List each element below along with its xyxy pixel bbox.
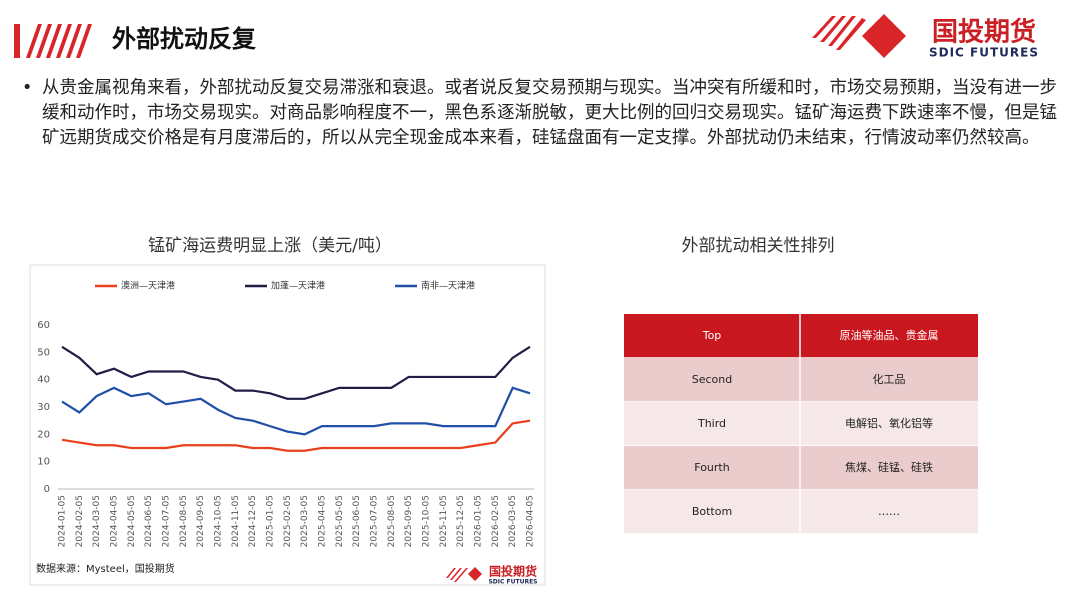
y-tick-label: 40 — [37, 375, 50, 386]
x-tick-label: 2024-03-05 — [92, 495, 102, 547]
y-tick-label: 0 — [44, 484, 50, 495]
table-cell: 化工品 — [873, 372, 906, 386]
x-tick-label: 2025-11-05 — [439, 495, 449, 547]
x-tick-label: 2024-08-05 — [179, 495, 189, 547]
title-icon — [14, 24, 92, 58]
x-tick-label: 2025-02-05 — [283, 495, 293, 547]
x-tick-label: 2024-09-05 — [196, 495, 206, 547]
x-tick-label: 2026-04-05 — [526, 495, 536, 547]
x-tick-label: 2026-02-05 — [491, 495, 501, 547]
table-cell: Third — [697, 417, 726, 430]
table-cell: 原油等油品、贵金属 — [840, 328, 939, 342]
x-tick-label: 2024-07-05 — [162, 495, 172, 547]
watermark-name: 国投期货 — [489, 564, 537, 579]
table-cell: Second — [692, 373, 732, 386]
x-tick-label: 2024-02-05 — [75, 495, 85, 547]
x-tick-label: 2025-12-05 — [456, 495, 466, 547]
x-tick-label: 2024-10-05 — [214, 495, 224, 547]
x-tick-label: 2026-01-05 — [474, 495, 484, 547]
x-tick-label: 2024-05-05 — [127, 495, 137, 547]
table-row — [624, 358, 978, 402]
logo-name: 国投期货 — [932, 17, 1036, 48]
x-tick-label: 2025-09-05 — [404, 495, 414, 547]
x-tick-label: 2024-06-05 — [144, 495, 154, 547]
table-row — [624, 402, 978, 446]
x-tick-label: 2024-04-05 — [110, 495, 120, 547]
series-line — [61, 345, 531, 400]
table-row — [624, 314, 978, 358]
table-cell: Top — [702, 329, 722, 342]
x-tick-label: 2024-11-05 — [231, 495, 241, 547]
table-title: 外部扰动相关性排列 — [682, 236, 835, 256]
y-tick-label: 10 — [37, 457, 50, 468]
x-tick-label: 2025-01-05 — [266, 495, 276, 547]
watermark-icon — [446, 567, 482, 582]
table-cell: 电解铝、氧化铝等 — [845, 416, 933, 430]
x-tick-label: 2025-06-05 — [352, 495, 362, 547]
logo-en: SDIC FUTURES — [929, 46, 1039, 60]
slide-title: 外部扰动反复 — [112, 25, 257, 53]
x-tick-label: 2025-05-05 — [335, 495, 345, 547]
table-row — [624, 490, 978, 534]
x-tick-label: 2024-12-05 — [248, 495, 258, 547]
legend-label: 澳洲—天津港 — [121, 280, 175, 292]
source: 数据来源：Mysteel，国投期货 — [36, 562, 175, 575]
x-tick-label: 2025-03-05 — [300, 495, 310, 547]
y-tick-label: 50 — [37, 347, 50, 358]
table-cell: Fourth — [694, 461, 729, 474]
legend-label: 加蓬—天津港 — [271, 280, 325, 292]
chart-frame — [29, 264, 546, 586]
table-row — [624, 446, 978, 490]
table-cell: …… — [878, 505, 900, 518]
series-line — [61, 386, 531, 436]
table-cell: Bottom — [692, 505, 732, 518]
chart-title: 锰矿海运费明显上涨（美元/吨） — [148, 236, 392, 256]
y-tick-label: 30 — [37, 402, 50, 413]
x-tick-label: 2025-04-05 — [318, 495, 328, 547]
watermark-en: SDIC FUTURES — [488, 579, 537, 586]
x-tick-label: 2025-08-05 — [387, 495, 397, 547]
series-line — [61, 419, 531, 452]
logo-icon — [812, 14, 906, 58]
bullet-text: 从贵金属视角来看，外部扰动反复交易滞涨和衰退。或者说反复交易预期与现实。当冲突有… — [22, 76, 1062, 151]
legend-label: 南非—天津港 — [421, 280, 475, 292]
y-tick-label: 20 — [37, 429, 50, 440]
x-tick-label: 2026-03-05 — [508, 495, 518, 547]
y-tick-label: 60 — [37, 320, 50, 331]
table-cell: 焦煤、硅锰、硅铁 — [845, 460, 933, 474]
x-tick-label: 2024-01-05 — [58, 495, 68, 547]
x-tick-label: 2025-10-05 — [422, 495, 432, 547]
x-tick-label: 2025-07-05 — [370, 495, 380, 547]
